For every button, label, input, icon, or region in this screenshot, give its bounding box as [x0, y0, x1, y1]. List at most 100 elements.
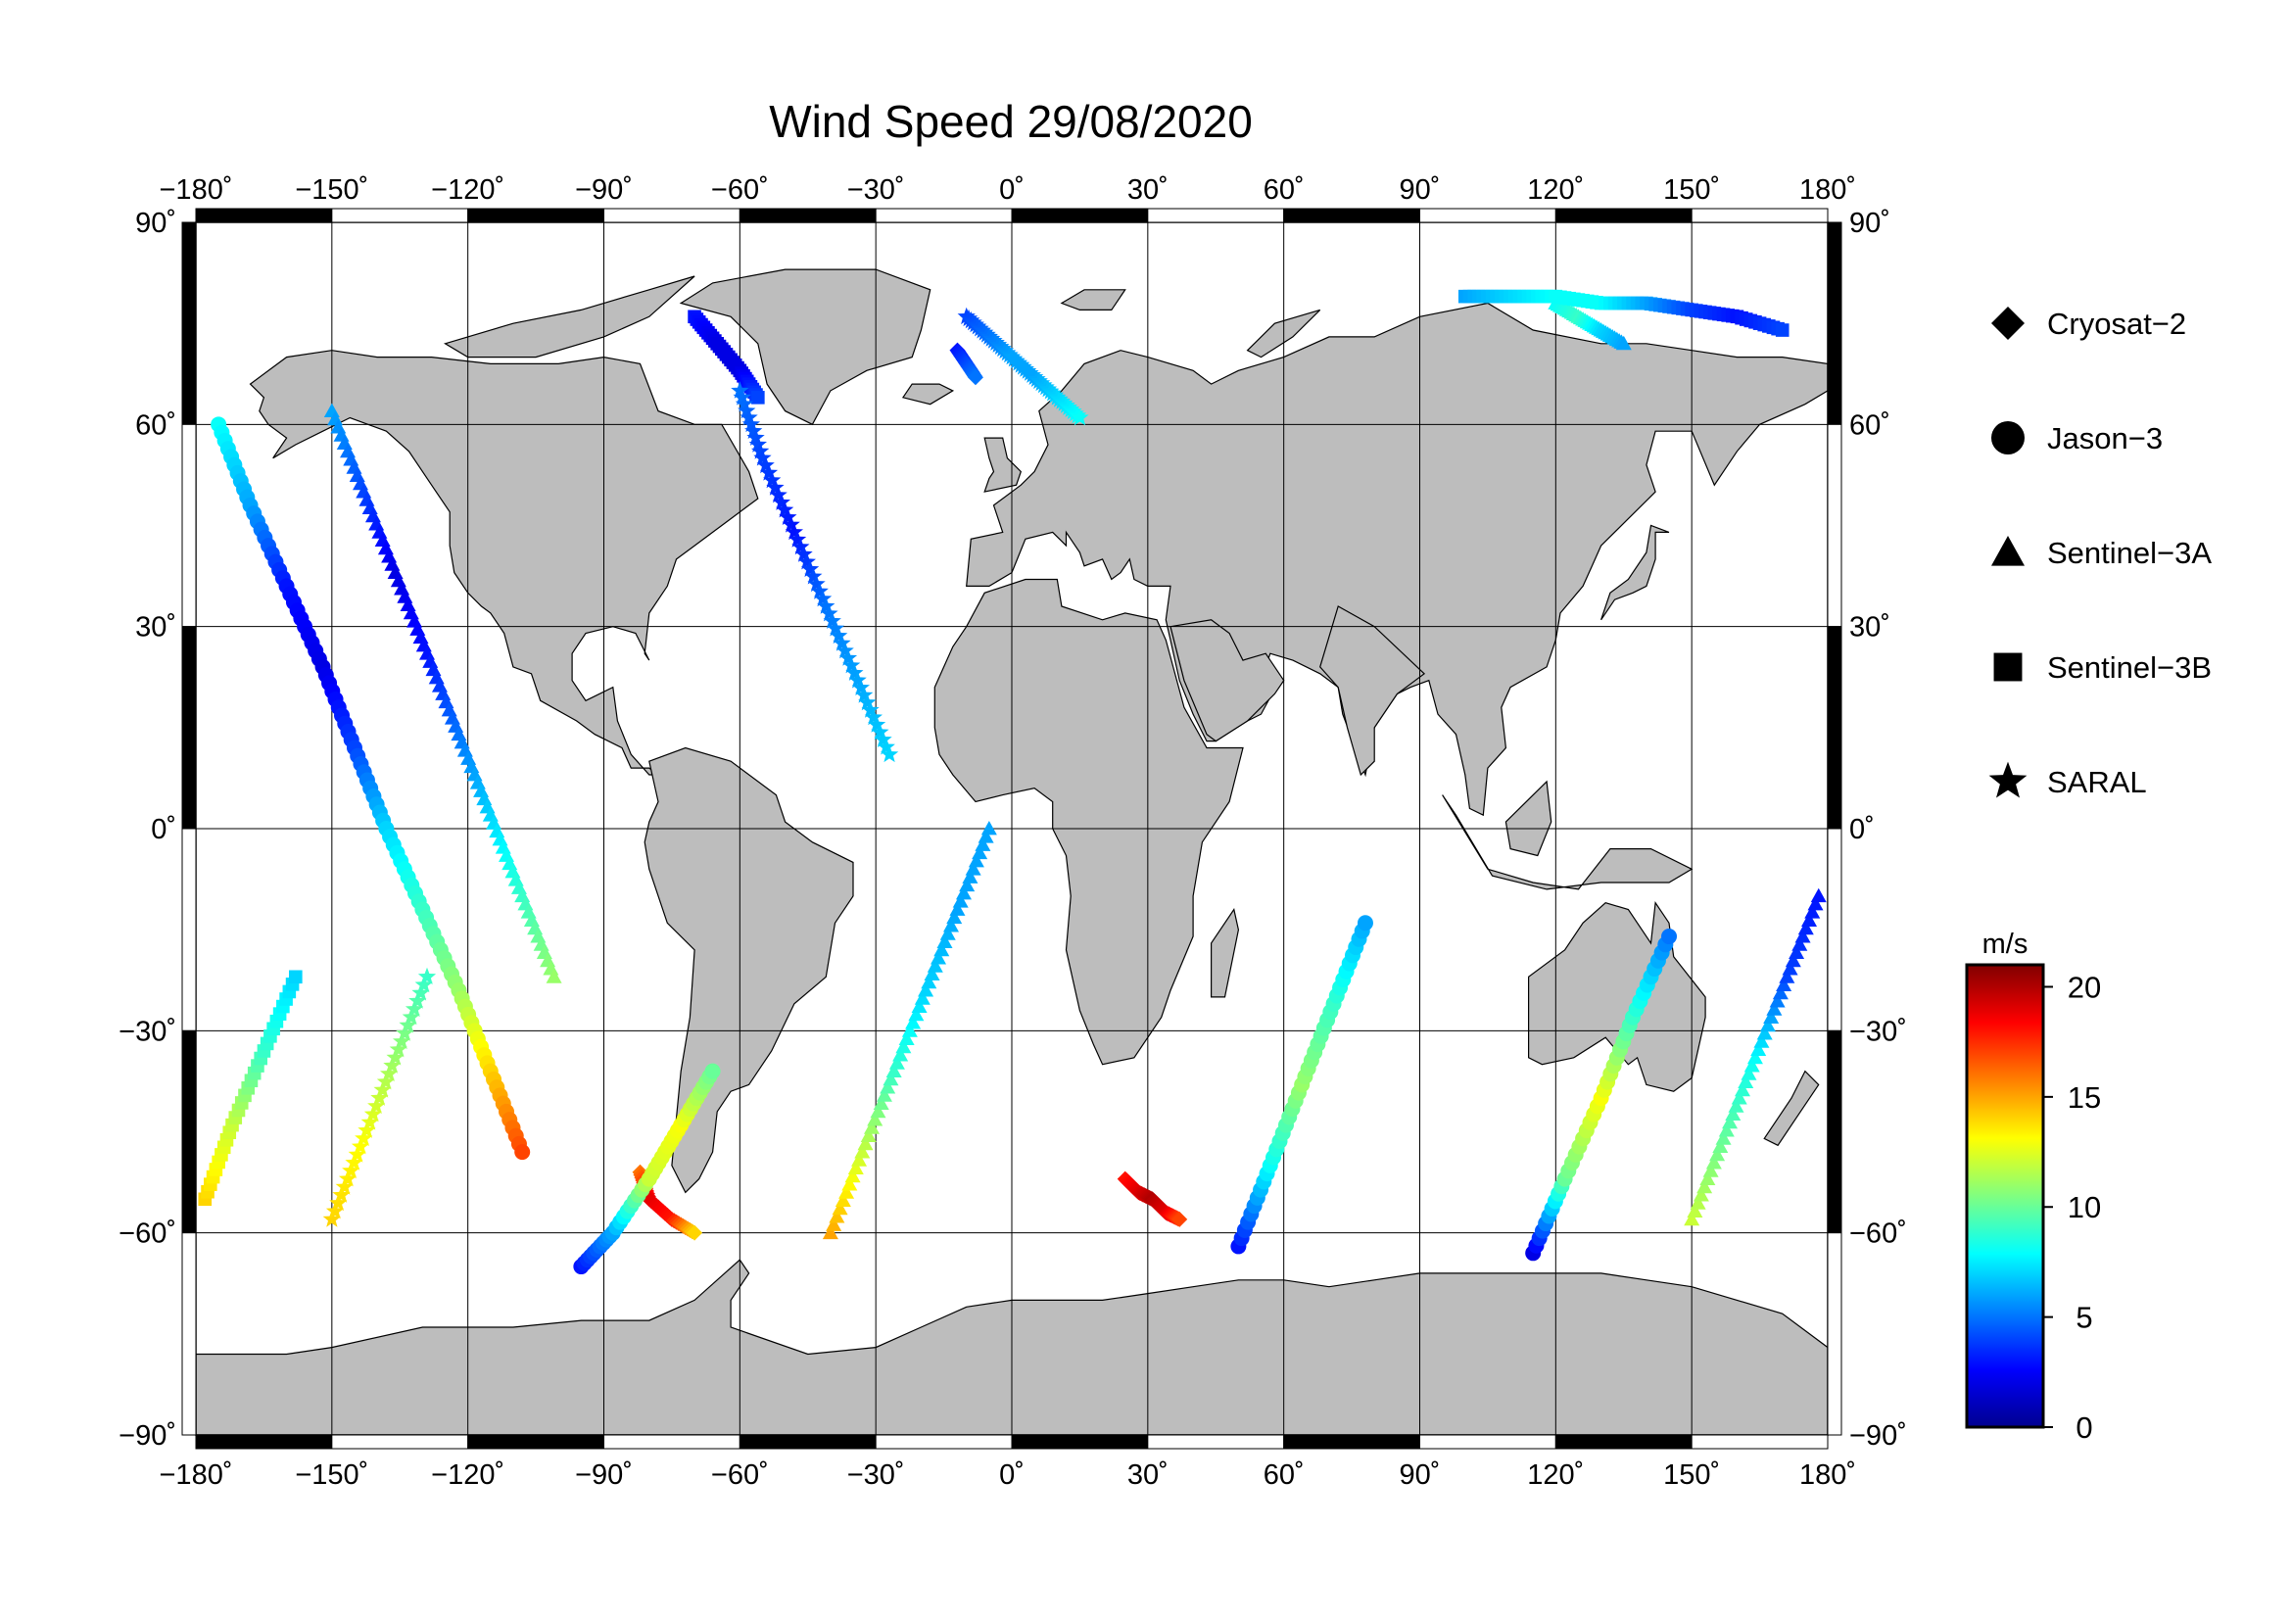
track-point — [393, 1031, 411, 1050]
lon-tick-label-top: −120˚ — [431, 174, 504, 206]
landmass-north-america — [249, 350, 759, 776]
lon-tick-label-top: −90˚ — [575, 174, 633, 206]
track-point — [931, 950, 947, 965]
track-point — [744, 421, 763, 439]
frame-bar-bottom — [1283, 1434, 1420, 1450]
track-point — [1705, 1155, 1722, 1170]
track-point — [817, 597, 835, 614]
lon-tick-label-bottom: 90˚ — [1400, 1459, 1441, 1491]
legend-triangle-icon — [1991, 536, 2025, 566]
track-point — [867, 1112, 883, 1126]
track-point — [955, 885, 972, 900]
frame-bar-right — [1827, 1232, 1842, 1436]
legend-label: Sentinel−3B — [2047, 650, 2212, 685]
track-point — [892, 1047, 909, 1062]
track-point — [731, 381, 749, 399]
track-point — [1743, 1058, 1760, 1073]
track-point — [826, 1217, 842, 1231]
track-point — [1731, 1090, 1747, 1105]
track-point — [936, 933, 953, 948]
track-point — [1357, 915, 1373, 931]
track-point — [1746, 1049, 1763, 1065]
track-point — [1769, 993, 1786, 1008]
track-point — [417, 967, 437, 985]
track-point — [289, 970, 303, 984]
lat-tick-label-right: 30˚ — [1849, 612, 1890, 644]
track-point — [946, 909, 963, 925]
track-point — [358, 1121, 376, 1138]
colorbar-tick-label: 10 — [2068, 1190, 2101, 1224]
track-point — [1766, 1001, 1783, 1016]
lon-tick-label-bottom: 0˚ — [999, 1459, 1025, 1491]
frame-bar-left — [181, 828, 197, 1031]
colorbar-unit-label: m/s — [1982, 929, 2028, 960]
landmass-madagascar — [1210, 908, 1240, 998]
track-point — [405, 999, 424, 1018]
lon-tick-label-bottom: 30˚ — [1127, 1459, 1169, 1491]
landmass-svalbard — [1060, 289, 1126, 310]
track-point — [880, 744, 899, 763]
lat-tick-label-right: 0˚ — [1849, 814, 1875, 845]
lon-tick-label-top: 180˚ — [1799, 174, 1856, 206]
frame-bar-right — [1827, 828, 1842, 1031]
track-point — [1722, 1114, 1739, 1129]
track-point — [858, 693, 877, 711]
satellite-legend: Cryosat−2 Jason−3 Sentinel−3A Sentinel−3B SA… — [1988, 307, 2212, 799]
track-point — [782, 515, 800, 533]
track-point — [868, 715, 886, 733]
track-point — [1615, 335, 1632, 351]
track-point — [735, 395, 754, 412]
legend-label: Cryosat−2 — [2047, 307, 2186, 341]
track-point — [972, 844, 988, 860]
track-point — [748, 435, 767, 453]
frame-bar-top — [1554, 208, 1693, 223]
lon-tick-label-bottom: −120˚ — [431, 1459, 504, 1491]
series-circle — [211, 416, 1678, 1275]
track-point — [791, 537, 810, 555]
track-point — [833, 634, 851, 651]
landmass-greenland — [679, 268, 931, 426]
frame-bar-top — [603, 208, 740, 223]
track-point — [851, 678, 870, 695]
track-point — [342, 1161, 360, 1179]
frame-bar-top — [1419, 208, 1556, 223]
track-point — [924, 966, 940, 980]
track-point — [1702, 1163, 1719, 1177]
track-point — [769, 485, 788, 503]
legend-circle-icon — [1991, 421, 2025, 454]
track-point — [733, 388, 751, 406]
lat-tick-label-right: −60˚ — [1849, 1218, 1907, 1250]
track-point — [351, 1137, 370, 1155]
lon-tick-label-top: 90˚ — [1400, 174, 1441, 206]
landmass-japan — [1600, 524, 1670, 621]
track-point — [1753, 1033, 1770, 1048]
colorbar-gradient — [1965, 963, 2045, 1429]
frame-bar-top — [467, 208, 604, 223]
colorbar-tick-label: 5 — [2076, 1301, 2092, 1335]
track-point — [1725, 1106, 1742, 1122]
lon-tick-label-top: −180˚ — [160, 174, 233, 206]
landmass-south-america — [644, 746, 854, 1194]
track-point — [741, 414, 760, 433]
lon-tick-label-bottom: −30˚ — [847, 1459, 905, 1491]
track-point — [1775, 323, 1790, 337]
track-point — [756, 455, 775, 474]
lon-tick-label-top: 30˚ — [1127, 174, 1169, 206]
track-point — [389, 1040, 407, 1058]
track-point — [1789, 944, 1805, 959]
track-point — [1794, 929, 1811, 943]
track-point — [704, 1063, 721, 1079]
lon-tick-label-bottom: 120˚ — [1527, 1459, 1584, 1491]
track-point — [885, 1063, 902, 1077]
track-point — [823, 611, 841, 629]
track-point — [1715, 1130, 1732, 1145]
track-point — [380, 1064, 399, 1082]
track-point — [807, 574, 826, 593]
legend-square-icon — [1993, 652, 2023, 682]
lon-tick-label-bottom: 150˚ — [1663, 1459, 1720, 1491]
landmass-india — [1319, 605, 1426, 777]
track-point — [1776, 977, 1792, 991]
track-point — [329, 1193, 348, 1212]
track-point — [918, 982, 934, 997]
track-point — [908, 1006, 925, 1022]
